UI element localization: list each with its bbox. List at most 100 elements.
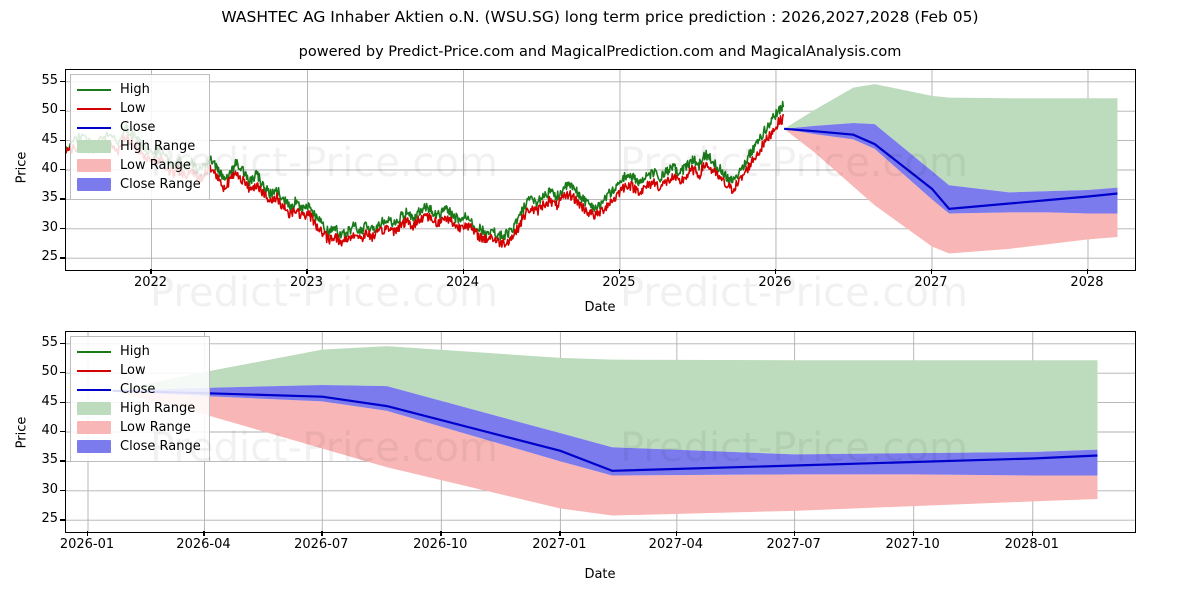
legend-swatch-high-icon — [77, 83, 111, 96]
legend-label: Low — [120, 101, 146, 116]
x-tick-label: 2027 — [914, 275, 948, 290]
x-tick-label: 2026-01 — [59, 537, 115, 552]
y-tick-mark — [60, 372, 65, 374]
x-tick-mark — [912, 531, 914, 536]
x-tick-mark — [462, 269, 464, 274]
bottom-chart-panel: Price 25 30 35 40 45 50 55 2026-01 2026-04 2026-… — [0, 320, 1200, 600]
y-tick-mark — [60, 169, 65, 171]
bottom-chart-legend: High Low Close High Range Low Range Close Ran… — [70, 336, 210, 462]
x-tick-label: 2026 — [758, 275, 792, 290]
x-tick-mark — [306, 269, 308, 274]
x-tick-label: 2024 — [445, 275, 480, 290]
bottom-chart-x-axis-label: Date — [584, 567, 616, 582]
top-chart-x-axis-label: Date — [584, 300, 616, 315]
page-title: WASHTEC AG Inhaber Aktien o.N. (WSU.SG) … — [221, 8, 979, 26]
top-chart-plot-area — [65, 69, 1136, 271]
y-tick-mark — [60, 110, 65, 112]
legend-label: High Range — [120, 139, 196, 154]
y-tick-label: 45 — [41, 393, 58, 409]
y-tick-mark — [60, 342, 65, 345]
x-tick-mark — [203, 531, 205, 536]
legend-item-close-range[interactable]: Close Range — [77, 437, 201, 456]
y-tick-mark — [60, 80, 65, 83]
x-tick-mark — [774, 269, 777, 274]
legend-item-high-range[interactable]: High Range — [77, 399, 201, 418]
x-tick-mark — [1031, 531, 1034, 536]
y-tick-label: 45 — [41, 131, 58, 147]
bottom-chart-plot-area — [65, 331, 1136, 533]
x-tick-label: 2022 — [133, 275, 168, 290]
y-tick-mark — [60, 431, 65, 433]
legend-swatch-low-range-icon — [77, 159, 111, 172]
x-tick-label: 2026-04 — [176, 537, 231, 552]
y-tick-label: 40 — [41, 161, 58, 176]
legend-label: High — [120, 344, 150, 359]
y-tick-label: 30 — [41, 481, 58, 497]
x-tick-mark — [618, 269, 621, 274]
y-tick-label: 40 — [41, 423, 58, 438]
legend-item-high[interactable]: High — [77, 342, 201, 361]
y-tick-label: 25 — [41, 511, 58, 527]
x-tick-mark — [675, 531, 678, 536]
legend-swatch-close-range-icon — [77, 178, 111, 191]
x-tick-mark — [87, 531, 89, 536]
x-tick-label: 2028 — [1070, 275, 1104, 290]
legend-label: Close — [120, 382, 156, 397]
legend-swatch-low-icon — [77, 364, 111, 377]
x-tick-mark — [321, 531, 323, 536]
y-tick-mark — [60, 227, 65, 230]
x-tick-label: 2027-10 — [885, 537, 940, 552]
y-tick-label: 55 — [41, 72, 58, 88]
x-tick-label: 2026-10 — [413, 537, 468, 552]
legend-item-close[interactable]: Close — [77, 380, 201, 399]
legend-label: Close — [120, 120, 156, 135]
legend-swatch-low-icon — [77, 102, 111, 115]
y-tick-label: 35 — [41, 452, 58, 468]
top-chart-legend: High Low Close High Range Low Range Close Ran… — [70, 74, 210, 200]
legend-swatch-low-range-icon — [77, 421, 111, 434]
x-tick-mark — [930, 269, 933, 274]
y-tick-mark — [60, 198, 65, 200]
legend-swatch-high-range-icon — [77, 402, 111, 415]
y-tick-mark — [60, 460, 65, 462]
legend-swatch-close-range-icon — [77, 440, 111, 453]
legend-item-low-range[interactable]: Low Range — [77, 156, 201, 175]
y-tick-label: 25 — [41, 249, 58, 265]
x-tick-label: 2027-07 — [766, 537, 821, 552]
x-tick-label: 2023 — [289, 275, 324, 290]
legend-label: Close Range — [120, 439, 201, 454]
legend-swatch-close-icon — [77, 121, 111, 134]
x-tick-label: 2025 — [602, 275, 636, 290]
legend-item-low[interactable]: Low — [77, 99, 201, 118]
x-tick-mark — [440, 531, 442, 536]
legend-label: High Range — [120, 401, 196, 416]
legend-item-low-range[interactable]: Low Range — [77, 418, 201, 437]
y-tick-mark — [60, 139, 65, 141]
page-subtitle: powered by Predict-Price.com and Magical… — [298, 44, 902, 60]
x-tick-mark — [150, 269, 152, 274]
top-chart-panel: Price 25 30 35 40 45 50 55 2022 2023 2024 2025 202… — [15, 69, 1136, 315]
y-tick-mark — [60, 519, 65, 521]
legend-label: High — [120, 82, 150, 97]
y-tick-mark — [60, 401, 65, 403]
y-tick-label: 35 — [41, 190, 58, 206]
x-tick-label: 2027-04 — [648, 537, 703, 552]
x-tick-mark — [1086, 269, 1089, 274]
legend-item-high[interactable]: High — [77, 80, 201, 99]
legend-label: Close Range — [120, 177, 201, 192]
legend-item-close[interactable]: Close — [77, 118, 201, 137]
x-tick-label: 2026-07 — [294, 537, 349, 552]
y-tick-mark — [60, 257, 65, 259]
legend-label: Low Range — [120, 420, 191, 435]
legend-item-high-range[interactable]: High Range — [77, 137, 201, 156]
x-tick-mark — [793, 531, 795, 536]
y-tick-label: 50 — [41, 102, 58, 118]
legend-item-close-range[interactable]: Close Range — [77, 175, 201, 194]
legend-item-low[interactable]: Low — [77, 361, 201, 380]
x-tick-mark — [559, 531, 561, 536]
legend-label: Low Range — [120, 158, 191, 173]
x-tick-label: 2028-01 — [1004, 537, 1059, 552]
legend-swatch-high-icon — [77, 345, 111, 358]
y-tick-label: 55 — [41, 334, 58, 350]
